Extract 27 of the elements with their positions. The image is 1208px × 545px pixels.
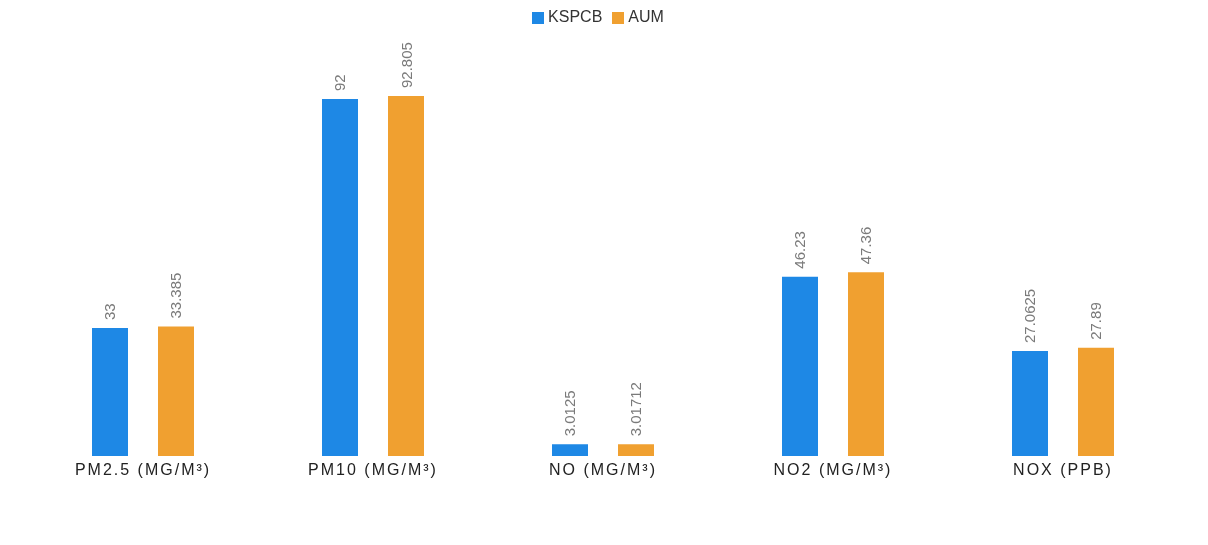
data-label: 47.36	[857, 226, 875, 265]
bar	[1078, 347, 1114, 456]
data-label: 33.385	[167, 272, 185, 319]
bar	[92, 327, 128, 456]
x-tick-label: NOX (PPB)	[1013, 461, 1113, 479]
x-tick-label: NO2 (MG/M³)	[773, 461, 893, 479]
data-label: 46.23	[791, 231, 809, 269]
bar	[388, 96, 424, 456]
data-label: 27.0625	[1021, 288, 1039, 344]
bar	[782, 276, 818, 456]
data-label: 3.0125	[561, 390, 579, 437]
bar	[322, 99, 358, 456]
legend-label: AUM	[628, 8, 664, 25]
bar	[552, 444, 588, 456]
bar	[618, 444, 654, 456]
legend-label: KSPCB	[548, 8, 603, 25]
data-label: 27.89	[1087, 302, 1105, 340]
data-label: 92	[331, 74, 349, 92]
x-tick-label: PM2.5 (MG/M³)	[74, 461, 212, 479]
x-tick-label: PM10 (MG/M³)	[308, 461, 438, 479]
bar	[158, 326, 194, 456]
data-label: 33	[101, 303, 119, 320]
data-label: 3.01712	[627, 382, 645, 437]
bar	[848, 272, 884, 456]
data-label: 92.805	[397, 42, 415, 88]
x-tick-label: NO (MG/M³)	[549, 461, 657, 479]
bar	[1012, 351, 1048, 456]
